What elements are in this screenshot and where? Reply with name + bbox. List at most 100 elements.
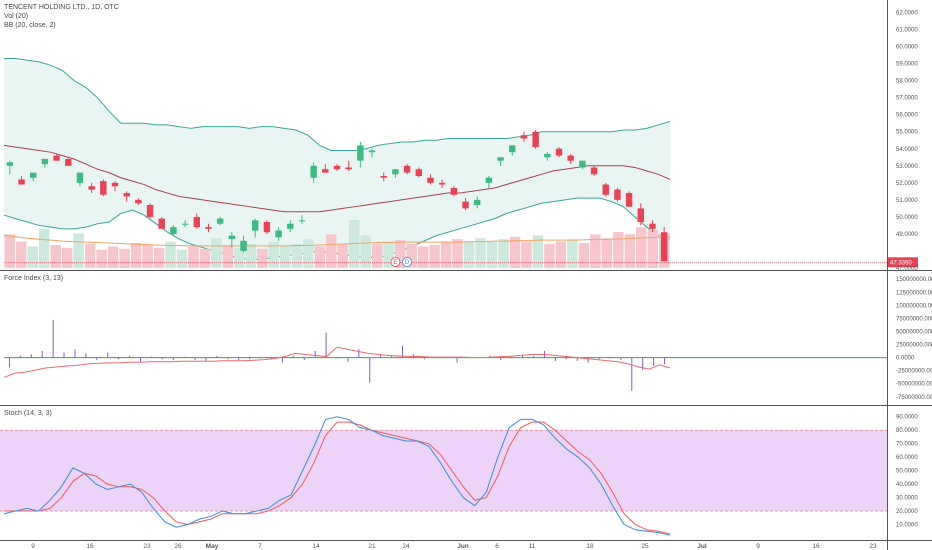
candle-body (345, 167, 352, 170)
candle-body (649, 223, 656, 229)
x-axis-tick: 7 (258, 543, 262, 550)
candle-body (450, 187, 458, 195)
candle-body (473, 199, 481, 205)
candle-body (427, 177, 434, 183)
bb-lower-line (3, 197, 671, 260)
candle-body (275, 230, 282, 238)
candle-body (88, 186, 95, 190)
stoch-legend[interactable]: Stoch (14, 3, 3) (4, 410, 52, 417)
stoch-band-fill (0, 430, 887, 512)
volume-bar (486, 241, 498, 268)
volume-bar (647, 229, 659, 268)
volume-bar (188, 246, 199, 268)
bb-legend[interactable]: BB (20, close, 2) (4, 22, 56, 29)
volume-bar (15, 241, 27, 268)
volume-bar (440, 241, 452, 268)
force-axis-tick: -50000000.0000 (896, 382, 932, 388)
volume-bar (84, 244, 96, 268)
stoch-axis-tick: 60.0000 (896, 455, 918, 461)
volume-bar (291, 244, 303, 268)
price-axis-tick: 62.0000 (896, 11, 918, 17)
x-axis-tick: 18 (586, 543, 594, 550)
candle-body (322, 169, 329, 173)
candle-body (240, 240, 247, 251)
stoch-axis-tick: 40.0000 (896, 482, 918, 488)
force-ema-line (3, 346, 671, 378)
candle-body (310, 165, 317, 178)
event-marker-e[interactable] (390, 257, 401, 267)
volume-bar (383, 241, 394, 268)
candle-body (532, 131, 539, 148)
candle-body (485, 177, 493, 183)
volume-bar (73, 233, 84, 268)
volume-bar (371, 244, 383, 268)
candle-body (438, 182, 446, 185)
force-axis-tick: 150000000.0000 (896, 277, 932, 283)
stoch-background-layer (0, 430, 887, 512)
volume-bar (417, 246, 429, 268)
candle-body (18, 179, 25, 185)
candle-body (135, 199, 142, 204)
volume-bar (130, 243, 142, 268)
volume-bar (544, 244, 555, 268)
volume-bar (245, 244, 257, 268)
volume-bar (153, 247, 165, 268)
x-axis-tick: 9 (31, 543, 35, 550)
candle-body (555, 148, 563, 156)
candle-body (298, 220, 306, 222)
volume-bar (211, 238, 222, 268)
x-axis-tick: 21 (368, 543, 376, 550)
candle-body (415, 169, 423, 177)
price-axis-tick: 59.0000 (896, 62, 918, 68)
x-axis-tick: 11 (529, 543, 536, 550)
force-index-legend[interactable]: Force Index (3, 13) (4, 275, 63, 282)
last-price-label: 47.3360 (890, 260, 912, 266)
volume-bar (555, 241, 567, 268)
candle-body (193, 216, 201, 228)
volume-bar (624, 234, 636, 268)
candle-body (380, 176, 387, 178)
volume-bar (314, 246, 326, 268)
force-axis-tick: -25000000.0000 (896, 369, 932, 375)
volume-bar (107, 246, 119, 268)
stoch-axis-tick: 90.0000 (896, 415, 918, 421)
x-axis-tick: 25 (641, 543, 649, 550)
volume-bar (429, 244, 440, 268)
price-axis-tick: 56.0000 (896, 113, 918, 119)
candle-body (392, 169, 399, 175)
stoch-axis-tick: 70.0000 (896, 442, 918, 448)
volume-bar (142, 244, 153, 268)
volume-bar (498, 239, 509, 268)
stoch-k-line (3, 416, 671, 536)
volume-bar (509, 236, 521, 268)
candle-body (625, 193, 633, 207)
x-axis-tick: 23 (143, 543, 151, 550)
candle-body (637, 208, 645, 223)
price-axis-tick: 60.0000 (896, 45, 918, 51)
candle-body (76, 172, 84, 183)
symbol-legend[interactable]: TENCENT HOLDING LTD., 1D, OTC (4, 4, 119, 11)
price-axis-tick: 54.0000 (896, 147, 918, 153)
event-marker-d[interactable] (402, 257, 413, 267)
volume-legend[interactable]: Vol (20) (4, 13, 28, 20)
volume-bar (521, 241, 532, 268)
volume-bar (119, 248, 130, 268)
candle-body (53, 155, 60, 161)
candle-body (6, 162, 14, 166)
volume-bar (27, 246, 38, 268)
x-axis-tick: 6 (495, 543, 499, 550)
x-axis-tick: 16 (86, 543, 94, 550)
candle-body (158, 218, 165, 229)
x-axis-tick: 26 (174, 543, 182, 550)
stoch-axis-tick: 20.0000 (896, 509, 918, 515)
event-marker-label: E (393, 260, 397, 266)
volume-bar (176, 249, 188, 268)
stoch-axis-tick: 50.0000 (896, 469, 918, 475)
force-axis-tick: 50000000.0000 (896, 329, 932, 335)
bollinger-bands-layer (3, 58, 671, 260)
candle-body (228, 235, 236, 240)
x-axis-tick: May (206, 543, 219, 550)
event-marker-label: D (405, 260, 410, 266)
